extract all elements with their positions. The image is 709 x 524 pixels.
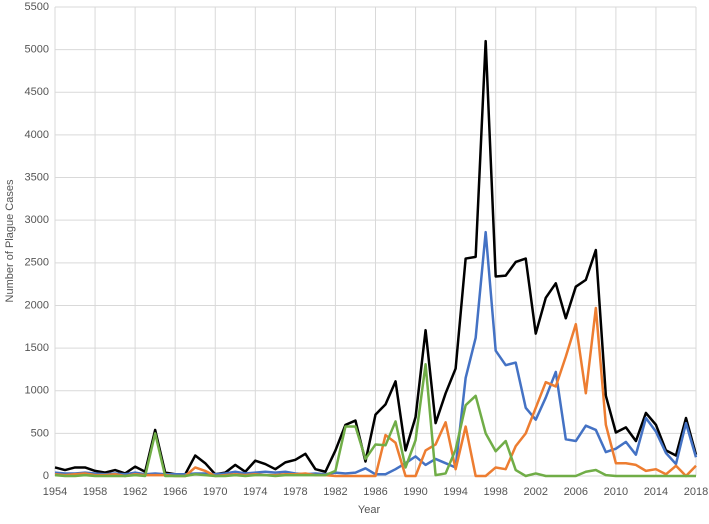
x-tick-label: 1986	[363, 486, 387, 498]
x-tick-label: 1978	[283, 486, 307, 498]
x-tick-label: 2006	[564, 486, 588, 498]
y-tick-label: 3000	[25, 214, 49, 226]
x-axis-title: Year	[358, 504, 381, 516]
y-tick-label: 2500	[25, 257, 49, 269]
y-tick-label: 0	[43, 470, 49, 482]
y-tick-label: 5500	[25, 1, 49, 13]
x-tick-label: 2010	[604, 486, 628, 498]
y-tick-label: 1500	[25, 342, 49, 354]
line	[54, 306, 697, 478]
x-tick-label: 1982	[323, 486, 347, 498]
x-tick-label: 1974	[243, 486, 267, 498]
x-tick-label: 1958	[83, 486, 107, 498]
x-tick-label: 2014	[644, 486, 668, 498]
y-axis-title: Number of Plague Cases	[4, 179, 16, 302]
y-tick-label: 4000	[25, 129, 49, 141]
y-tick-label: 5000	[25, 44, 49, 56]
x-tick-label: 1990	[403, 486, 427, 498]
x-tick-label: 1970	[203, 486, 227, 498]
line	[54, 363, 696, 478]
x-tick-label: 1994	[443, 486, 467, 498]
x-tick-label: 2018	[684, 486, 708, 498]
y-tick-label: 500	[31, 427, 49, 439]
y-tick-label: 4500	[25, 86, 49, 98]
x-tick-label: 1998	[483, 486, 507, 498]
y-tick-label: 1000	[25, 385, 49, 397]
x-tick-label: 1954	[43, 486, 67, 498]
y-tick-label: 3500	[25, 171, 49, 183]
x-tick-label: 2002	[524, 486, 548, 498]
y-tick-label: 2000	[25, 299, 49, 311]
x-tick-label: 1966	[163, 486, 187, 498]
x-tick-label: 1962	[123, 486, 147, 498]
